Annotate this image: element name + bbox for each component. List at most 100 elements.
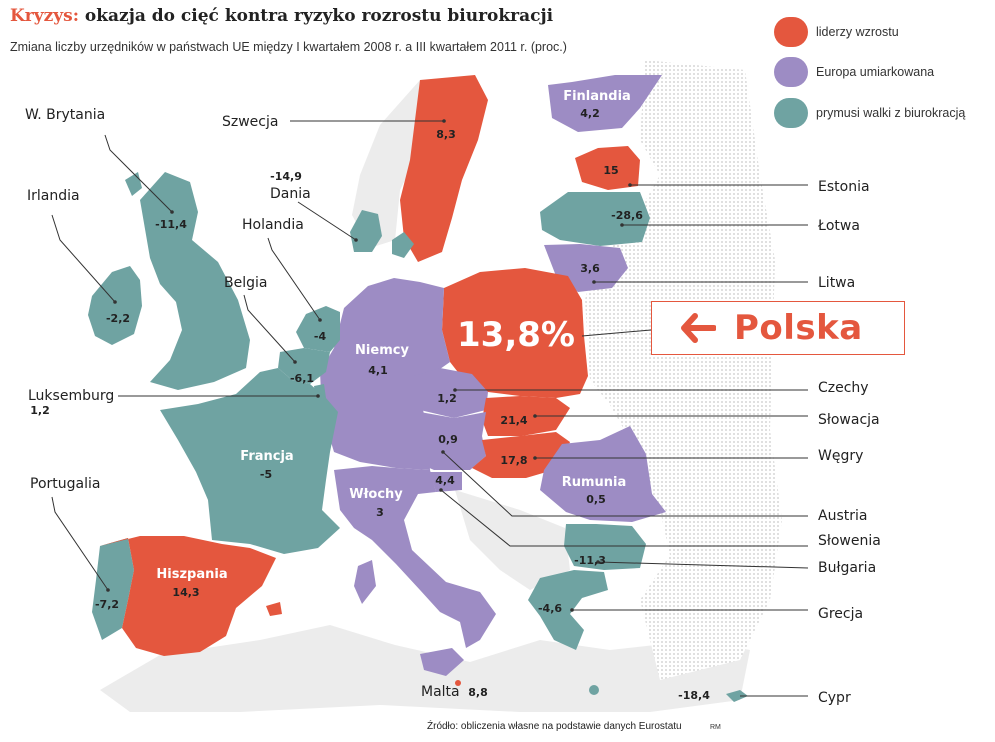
legend-label-red: liderzy wzrostu	[816, 25, 899, 39]
country-shape-holandia	[296, 306, 340, 352]
country-names: W. Brytania Irlandia Szwecja Dania Holan…	[25, 107, 881, 706]
name-wlochy: Włochy	[349, 487, 403, 502]
legend-label-teal: prymusi walki z biurokracją	[816, 106, 966, 120]
country-shape-wegry	[472, 432, 570, 478]
anchor-dot-austria	[441, 450, 445, 454]
country-shape-sardynia	[354, 560, 376, 604]
country-shape-francja	[160, 368, 340, 554]
leader-line-holandia	[267, 237, 321, 321]
legend-item-teal: prymusi walki z biurokracją	[774, 98, 965, 128]
name-rumunia: Rumunia	[562, 475, 627, 490]
country-shape-dania	[350, 210, 382, 252]
name-slowacja: Słowacja	[818, 412, 880, 428]
name-grecja: Grecja	[818, 606, 863, 622]
title: Kryzys: okazja do cięć kontra ryzyko roz…	[10, 6, 553, 26]
value-czechy: 1,2	[437, 392, 457, 405]
anchor-dot-estonia	[628, 183, 632, 187]
name-lotwa: Łotwa	[817, 218, 860, 234]
value-francja: -5	[260, 468, 272, 481]
background-land-norway	[352, 80, 420, 248]
name-wbrytania: W. Brytania	[25, 107, 105, 123]
name-malta: Malta	[421, 684, 460, 700]
leader-line-polska	[581, 329, 652, 337]
value-holandia: -4	[314, 330, 327, 343]
name-szwecja: Szwecja	[222, 114, 278, 130]
legend-label-purple: Europa umiarkowana	[816, 65, 935, 79]
country-shape-wbrytania-isle	[125, 172, 142, 196]
country-shape-dania-isle	[392, 232, 414, 258]
legend-item-purple: Europa umiarkowana	[774, 57, 934, 87]
name-czechy: Czechy	[818, 380, 869, 396]
country-shape-baleary	[266, 602, 282, 616]
value-dania: -14,9	[270, 170, 302, 183]
value-austria: 0,9	[438, 433, 458, 446]
country-shape-portugalia	[92, 538, 134, 640]
background-land-balkans	[455, 490, 570, 590]
anchor-dot-belgia	[293, 360, 297, 364]
leader-line-dania	[297, 201, 357, 241]
anchor-dot-czechy	[453, 388, 457, 392]
country-shape-szwecja	[400, 75, 488, 262]
country-shape-cypr	[726, 690, 748, 702]
country-shape-finlandia	[548, 75, 662, 132]
title-keyword: Kryzys:	[10, 6, 79, 26]
name-hiszpania: Hiszpania	[156, 567, 227, 582]
leader-line-portugalia	[51, 496, 109, 591]
leader-line-bulgaria	[597, 561, 809, 569]
leader-line-irlandia	[51, 214, 116, 303]
anchor-dot-luksemburg	[316, 394, 320, 398]
country-shape-wbrytania	[140, 172, 250, 390]
value-cypr: -18,4	[678, 689, 710, 702]
country-shape-slowacja	[482, 396, 570, 436]
country-shape-kreta	[589, 685, 599, 695]
anchor-dot-irlandia	[113, 300, 117, 304]
value-szwecja: 8,3	[436, 128, 456, 141]
name-slowenia: Słowenia	[818, 533, 881, 549]
leader-line-austria	[442, 451, 808, 517]
country-shape-irlandia	[88, 266, 142, 345]
anchor-dot-slowenia	[439, 488, 443, 492]
country-shape-hiszpania	[100, 536, 276, 656]
name-holandia: Holandia	[242, 217, 304, 233]
country-shape-lotwa	[540, 192, 650, 246]
country-shape-sycylia	[420, 648, 464, 676]
country-shape-rumunia	[540, 426, 666, 522]
leader-line-slowenia	[440, 489, 808, 547]
anchor-dot-bulgaria	[596, 560, 600, 564]
country-shape-slowenia	[430, 472, 462, 492]
anchor-dots	[106, 119, 632, 612]
value-wlochy: 3	[376, 506, 384, 519]
value-belgia: -6,1	[290, 372, 314, 385]
name-bulgaria: Bułgaria	[818, 560, 876, 576]
country-shape-polska	[442, 268, 588, 398]
value-grecja: -4,6	[538, 602, 562, 615]
anchor-dot-wbrytania	[170, 210, 174, 214]
background-land-east	[585, 60, 782, 680]
value-luksemburg: 1,2	[30, 404, 50, 417]
country-shape-bulgaria	[564, 524, 646, 570]
name-litwa: Litwa	[818, 275, 855, 291]
source-note: Źródło: obliczenia własne na podstawie d…	[427, 721, 682, 732]
name-cypr: Cypr	[818, 690, 851, 706]
anchor-dot-szwecja	[442, 119, 446, 123]
name-austria: Austria	[818, 508, 867, 524]
country-shape-wlochy	[334, 466, 496, 648]
leader-line-belgia	[243, 294, 296, 363]
country-shape-estonia	[575, 146, 640, 190]
value-polska-big: 13,8%	[457, 315, 575, 355]
value-rumunia: 0,5	[586, 493, 606, 506]
credit: RM	[710, 724, 721, 731]
anchor-dot-holandia	[318, 318, 322, 322]
name-luksemburg: Luksemburg	[28, 388, 114, 404]
leader-line-wbrytania	[104, 134, 173, 213]
anchor-dot-slowacja	[533, 414, 537, 418]
value-irlandia: -2,2	[106, 312, 130, 325]
country-shape-niemcy	[320, 278, 450, 470]
legend-swatch-purple	[774, 57, 808, 87]
value-estonia: 15	[603, 164, 618, 177]
legend-swatch-red	[774, 17, 808, 47]
name-irlandia: Irlandia	[27, 188, 80, 204]
country-shape-czechy	[414, 368, 488, 418]
